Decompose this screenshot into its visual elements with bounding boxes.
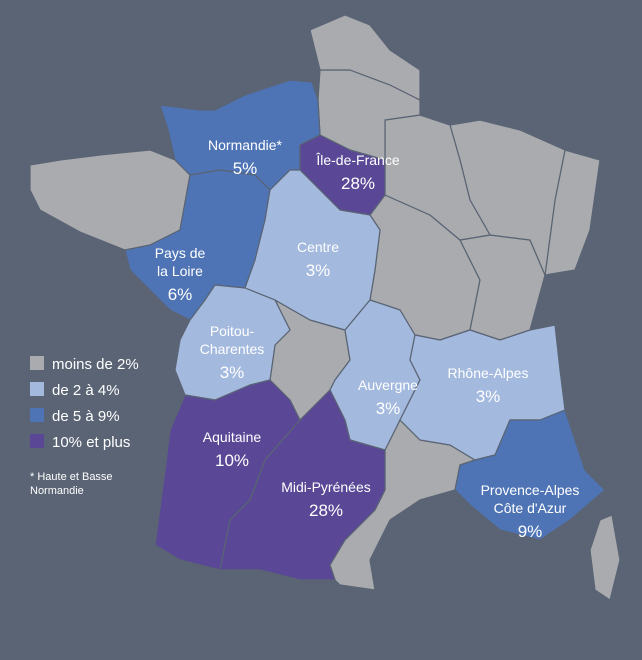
legend-swatch: [30, 356, 44, 370]
region-share: 9%: [518, 522, 543, 541]
region-name: la Loire: [157, 263, 203, 279]
legend-label: moins de 2%: [52, 356, 139, 373]
region-corse: [589, 514, 621, 601]
region-share: 3%: [220, 363, 245, 382]
region-share: 3%: [376, 399, 401, 418]
region-share: 3%: [476, 387, 501, 406]
region-share: 3%: [306, 261, 331, 280]
colored-regions: [124, 79, 606, 581]
region-name: Midi-Pyrénées: [281, 479, 370, 495]
region-name: Auvergne: [358, 377, 418, 393]
region-nord: [309, 14, 421, 101]
legend: moins de 2% de 2 à 4% de 5 à 9% 10% et plus…: [30, 356, 139, 497]
region-name: Île-de-France: [315, 152, 399, 168]
legend-label: 10% et plus: [52, 434, 130, 451]
footnote: * Haute et Basse: [30, 471, 113, 483]
region-share: 10%: [215, 451, 249, 470]
region: [219, 389, 386, 581]
region: [174, 284, 291, 401]
region-labels: Normandie* 5% Île-de-France 28% Pays de la Lo…: [155, 137, 580, 541]
legend-swatch: [30, 408, 44, 422]
region-name: Aquitaine: [203, 429, 262, 445]
region-name: Provence-Alpes: [481, 482, 580, 498]
region-name: Normandie*: [208, 137, 282, 153]
footnote: Normandie: [30, 485, 84, 497]
region-name: Rhône-Alpes: [448, 365, 529, 381]
legend-label: de 2 à 4%: [52, 382, 120, 399]
region-name: Côte d'Azur: [494, 500, 567, 516]
region-share: 28%: [309, 501, 343, 520]
legend-swatch: [30, 434, 44, 448]
region-name: Pays de: [155, 245, 206, 261]
legend-label: de 5 à 9%: [52, 408, 120, 425]
region-name: Charentes: [200, 341, 265, 357]
region-name: Poitou-: [210, 323, 255, 339]
region-name: Centre: [297, 239, 339, 255]
legend-swatch: [30, 382, 44, 396]
region-share: 5%: [233, 159, 258, 178]
region-share: 28%: [341, 174, 375, 193]
region: [244, 169, 381, 331]
region: [454, 409, 606, 541]
region-share: 6%: [168, 285, 193, 304]
